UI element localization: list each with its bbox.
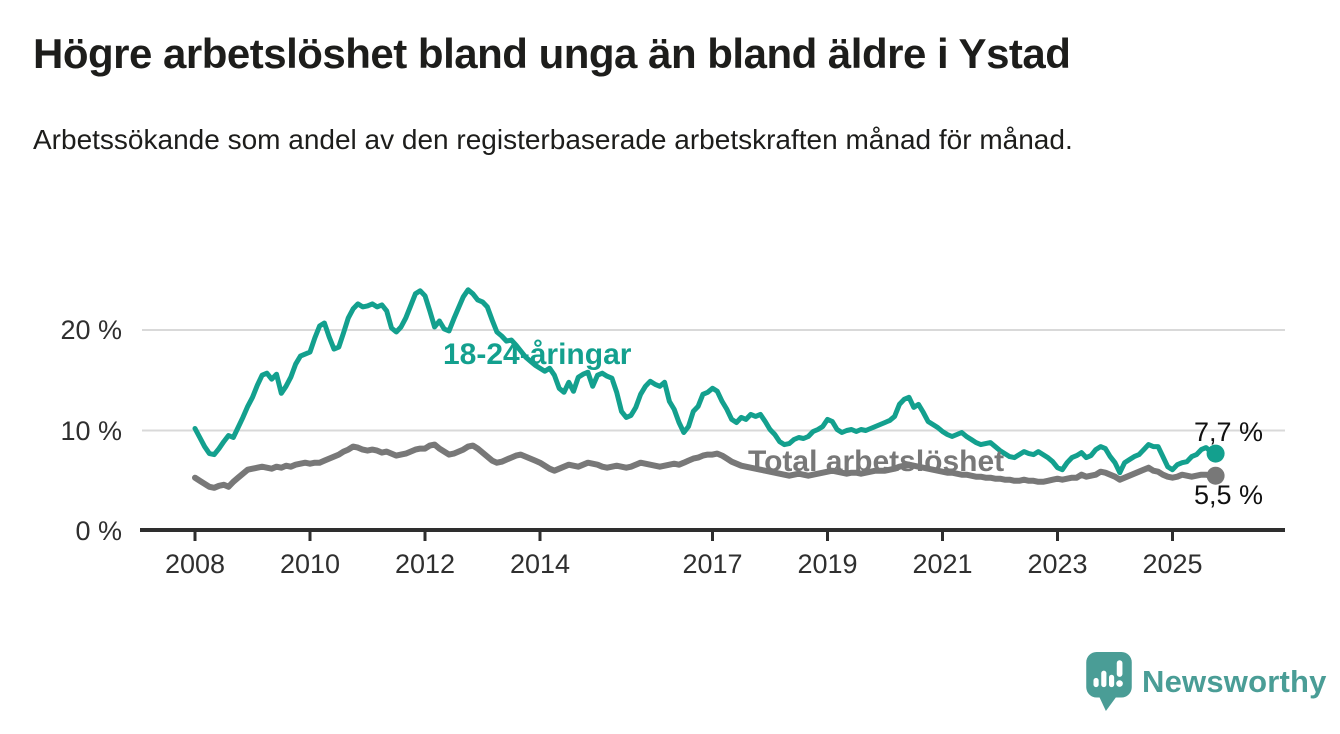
x-tick-label: 2008 (165, 549, 225, 579)
y-tick-label: 20 % (60, 315, 122, 345)
y-axis-labels: 0 % 10 % 20 % (60, 315, 122, 546)
x-tick: 2014 (510, 530, 570, 579)
x-tick: 2008 (165, 530, 225, 579)
page-subtitle: Arbetssökande som andel av den registerb… (33, 124, 1073, 155)
x-tick: 2012 (395, 530, 455, 579)
end-dot-total (1206, 466, 1225, 485)
series-line-total (192, 441, 1219, 491)
y-tick-label: 0 % (75, 516, 122, 546)
x-tick: 2025 (1142, 530, 1203, 579)
x-tick-label: 2023 (1027, 549, 1087, 579)
x-tick: 2021 (912, 530, 973, 579)
x-tick: 2023 (1027, 530, 1088, 579)
x-tick-label: 2014 (510, 549, 570, 579)
series-label-youth: 18-24-åringar (443, 338, 632, 371)
x-tick-label: 2019 (797, 549, 857, 579)
gridlines (142, 329, 1285, 432)
series-line-youth (192, 287, 1219, 476)
end-value-youth: 7,7 % (1194, 417, 1263, 447)
page-title: Högre arbetslöshet bland unga än bland ä… (33, 30, 1071, 77)
x-tick-label: 2010 (280, 549, 340, 579)
x-tick: 2017 (682, 530, 743, 579)
end-value-total: 5,5 % (1194, 480, 1263, 510)
end-dot-youth (1206, 444, 1225, 463)
x-tick-label: 2025 (1142, 549, 1202, 579)
x-tick: 2010 (280, 530, 340, 579)
x-tick-label: 2017 (682, 549, 742, 579)
bar-chart-speech-bubble-icon (1086, 652, 1132, 711)
newsworthy-logo: Newsworthy (1086, 652, 1327, 712)
x-axis-ticks: 2008 2010 2012 2014 2017 2019 (165, 530, 1203, 579)
newsworthy-brand-text: Newsworthy (1142, 664, 1327, 699)
x-tick: 2019 (797, 530, 858, 579)
y-tick-label: 10 % (60, 416, 122, 446)
x-tick-label: 2012 (395, 549, 455, 579)
x-tick-label: 2021 (912, 549, 972, 579)
series-label-total: Total arbetslöshet (748, 445, 1004, 478)
